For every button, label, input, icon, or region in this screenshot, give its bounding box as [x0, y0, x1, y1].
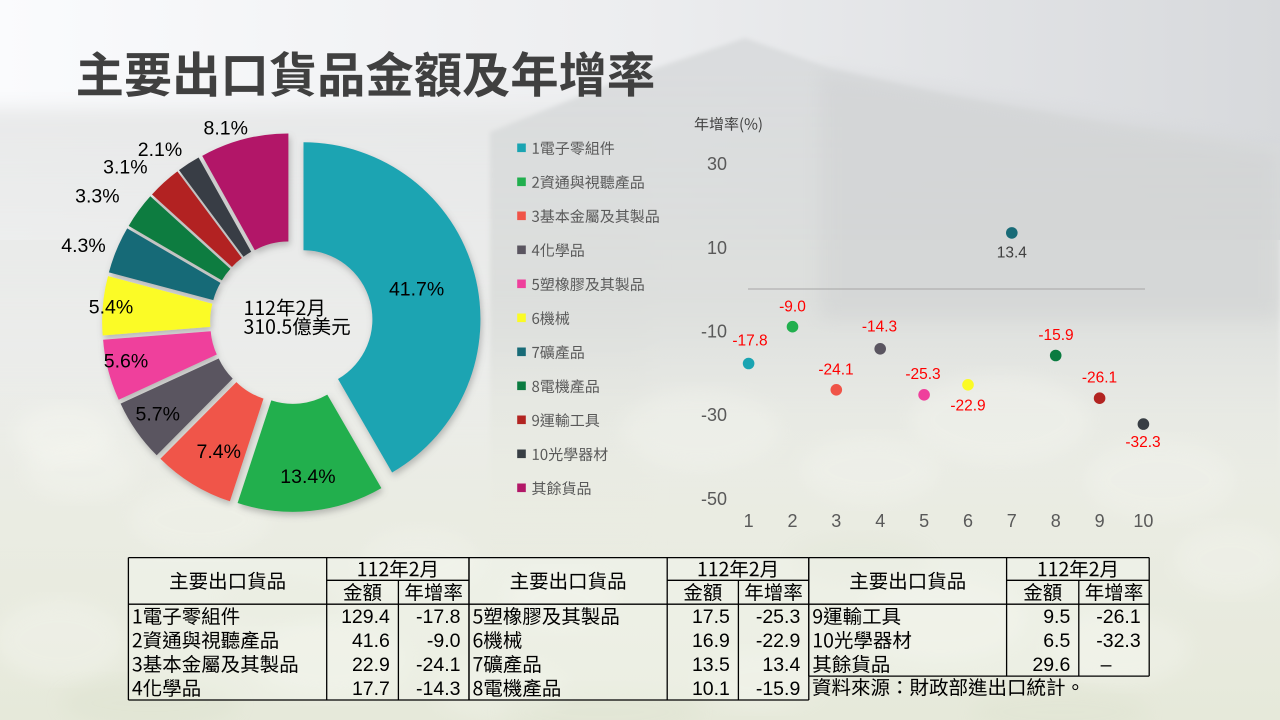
svg-text:9.5: 9.5 [1043, 606, 1070, 628]
svg-text:4: 4 [875, 511, 885, 531]
svg-text:-50: -50 [701, 489, 727, 509]
svg-text:-24.1: -24.1 [818, 362, 853, 379]
svg-text:3: 3 [831, 511, 841, 531]
svg-text:10.1: 10.1 [692, 678, 730, 700]
svg-text:6: 6 [963, 511, 973, 531]
svg-text:10: 10 [1133, 511, 1153, 531]
svg-text:4.3%: 4.3% [61, 235, 105, 257]
svg-text:129.4: 129.4 [341, 606, 390, 628]
svg-text:41.6: 41.6 [352, 630, 390, 652]
svg-text:-15.9: -15.9 [1038, 327, 1073, 344]
svg-text:-25.3: -25.3 [905, 366, 940, 383]
svg-text:–: – [1101, 654, 1112, 676]
svg-text:-10: -10 [701, 321, 727, 341]
svg-text:9: 9 [1095, 511, 1105, 531]
svg-text:22.9: 22.9 [352, 654, 390, 676]
svg-text:13.4: 13.4 [762, 654, 800, 676]
svg-text:1: 1 [744, 511, 754, 531]
svg-text:-32.3: -32.3 [1096, 630, 1140, 652]
svg-text:13.4: 13.4 [997, 245, 1028, 262]
svg-text:-32.3: -32.3 [1125, 434, 1160, 451]
svg-text:8: 8 [1051, 511, 1061, 531]
svg-text:17.5: 17.5 [692, 606, 730, 628]
svg-text:-22.9: -22.9 [950, 398, 985, 415]
svg-text:3.1%: 3.1% [103, 156, 147, 178]
svg-text:-17.8: -17.8 [416, 606, 460, 628]
svg-text:13.5: 13.5 [692, 654, 730, 676]
svg-text:5.7%: 5.7% [135, 404, 179, 426]
svg-text:-15.9: -15.9 [756, 678, 800, 700]
svg-text:-26.1: -26.1 [1096, 606, 1140, 628]
svg-text:10: 10 [707, 238, 727, 258]
svg-text:5.6%: 5.6% [104, 351, 148, 373]
svg-text:-24.1: -24.1 [416, 654, 460, 676]
svg-text:13.4%: 13.4% [280, 466, 335, 488]
svg-text:16.9: 16.9 [692, 630, 730, 652]
svg-text:8.1%: 8.1% [203, 118, 247, 140]
svg-text:7: 7 [1007, 511, 1017, 531]
svg-text:2.1%: 2.1% [138, 139, 182, 161]
svg-text:-22.9: -22.9 [756, 630, 800, 652]
svg-text:5: 5 [919, 511, 929, 531]
svg-text:-25.3: -25.3 [756, 606, 800, 628]
svg-text:17.7: 17.7 [352, 678, 390, 700]
svg-text:-9.0: -9.0 [779, 299, 806, 316]
svg-text:6.5: 6.5 [1043, 630, 1070, 652]
svg-text:2: 2 [787, 511, 797, 531]
svg-text:41.7%: 41.7% [389, 278, 444, 300]
svg-text:-9.0: -9.0 [427, 630, 461, 652]
svg-text:-14.3: -14.3 [862, 319, 897, 336]
svg-text:30: 30 [707, 154, 727, 174]
svg-text:5.4%: 5.4% [89, 297, 133, 319]
svg-text:7.4%: 7.4% [196, 441, 240, 463]
svg-text:-17.8: -17.8 [732, 333, 767, 350]
svg-text:-14.3: -14.3 [416, 678, 460, 700]
svg-text:-30: -30 [701, 405, 727, 425]
svg-text:29.6: 29.6 [1032, 654, 1070, 676]
svg-text:3.3%: 3.3% [75, 186, 119, 208]
svg-text:-26.1: -26.1 [1082, 370, 1117, 387]
